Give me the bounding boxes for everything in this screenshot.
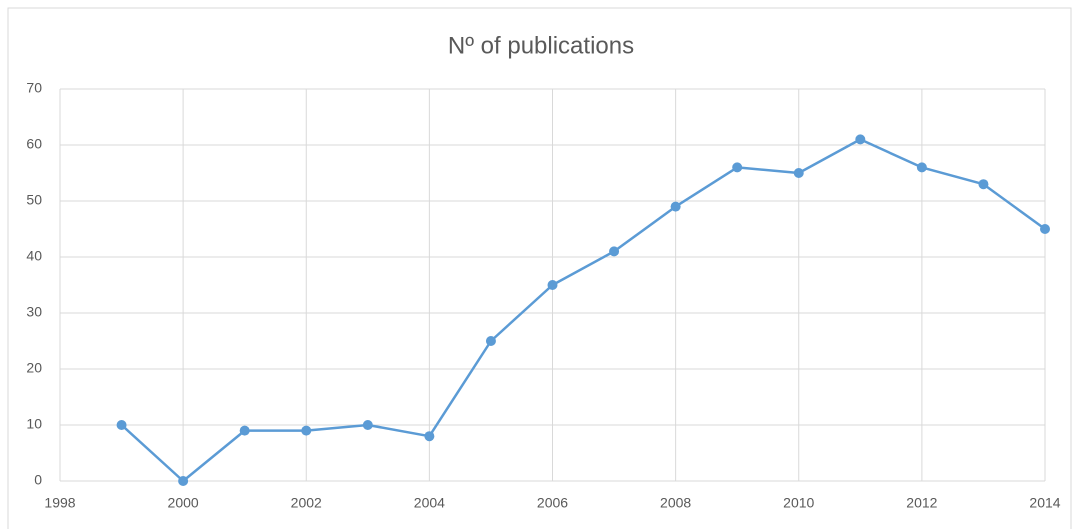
x-tick-label: 2008 (660, 495, 691, 511)
y-tick-label: 0 (34, 472, 42, 488)
x-tick-label: 2004 (414, 495, 445, 511)
y-tick-label: 60 (26, 136, 42, 152)
data-point (547, 280, 558, 290)
data-point (485, 336, 496, 346)
data-point (1040, 224, 1050, 234)
data-point (301, 425, 312, 436)
data-point (793, 168, 804, 178)
x-tick-label: 2006 (537, 495, 568, 511)
y-tick-label: 30 (26, 304, 42, 320)
x-tick-label: 2000 (168, 495, 199, 511)
data-point (609, 246, 620, 257)
data-point (732, 162, 743, 173)
data-line (120, 138, 1046, 483)
data-point (178, 476, 189, 486)
data-point (116, 420, 127, 430)
data-point (855, 134, 866, 145)
data-point (239, 425, 250, 436)
x-tick-label: 2010 (783, 495, 814, 511)
y-tick-label: 10 (26, 416, 42, 432)
chart-frame (7, 7, 1072, 529)
data-point (978, 179, 989, 190)
data-point (916, 162, 927, 173)
y-tick-label: 40 (26, 248, 42, 264)
x-tick-label: 2014 (1029, 495, 1060, 511)
data-point (670, 201, 681, 212)
data-point (424, 431, 435, 442)
x-tick-label: 1998 (44, 495, 75, 511)
y-tick-label: 70 (26, 80, 42, 96)
x-tick-label: 2002 (291, 495, 322, 511)
x-tick-label: 2012 (906, 495, 937, 511)
chart-title: Nº of publications (448, 32, 634, 59)
y-tick-label: 50 (26, 192, 42, 208)
data-point (362, 420, 373, 430)
y-tick-label: 20 (26, 360, 42, 376)
